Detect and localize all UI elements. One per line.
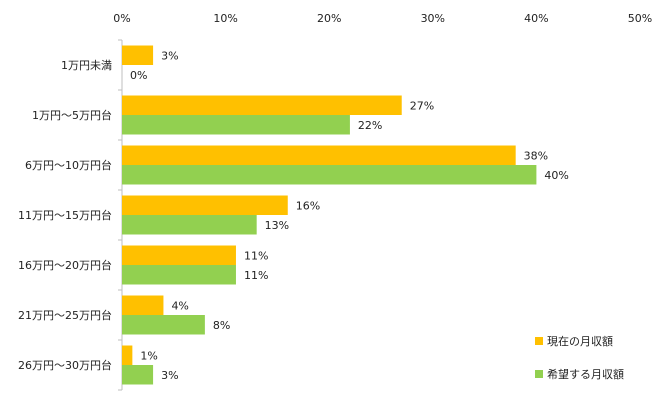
data-label: 13% (265, 219, 289, 232)
category-label: 6万円～10万円台 (25, 158, 112, 172)
data-label: 11% (244, 269, 268, 282)
data-label: 38% (524, 149, 548, 162)
legend-label: 希望する月収額 (547, 367, 624, 381)
bar-desired (122, 365, 154, 385)
bar-desired (122, 165, 537, 185)
data-labels: 3% 0% 27% 22% 38% 40% 16% 13% 11% 11% 4% 8% 1% 3% (130, 49, 569, 382)
bar-desired (122, 265, 236, 285)
x-tick-label: 30% (421, 12, 445, 25)
x-axis-tick-labels: 0% 10% 20% 30% 40% 50% (113, 12, 652, 25)
data-label: 8% (213, 319, 230, 332)
data-label: 22% (358, 119, 382, 132)
data-label: 3% (161, 369, 178, 382)
x-tick-label: 20% (317, 12, 341, 25)
x-tick-label: 0% (113, 12, 130, 25)
category-label: 16万円～20万円台 (18, 258, 112, 272)
bar-current (122, 345, 133, 365)
bar-current (122, 245, 236, 265)
x-tick-label: 10% (213, 12, 237, 25)
category-label: 11万円～15万円台 (18, 208, 112, 222)
bar-current (122, 295, 164, 315)
y-axis-ticks (118, 39, 122, 391)
bar-desired (122, 315, 205, 335)
data-label: 4% (171, 299, 188, 312)
legend-label: 現在の月収額 (547, 335, 613, 348)
bars (122, 45, 537, 385)
legend-swatch (535, 337, 543, 345)
bar-desired (122, 115, 350, 135)
x-tick-label: 50% (628, 12, 652, 25)
data-label: 1% (140, 349, 157, 362)
x-tick-label: 40% (524, 12, 548, 25)
data-label: 11% (244, 249, 268, 262)
bar-current (122, 145, 516, 165)
category-label: 1万円～5万円台 (32, 108, 112, 122)
category-label: 21万円～25万円台 (18, 308, 112, 322)
data-label: 16% (296, 199, 320, 212)
legend-swatch (535, 370, 543, 378)
data-label: 0% (130, 69, 147, 82)
category-label: 26万円～30万円台 (18, 358, 112, 372)
bar-desired (122, 215, 257, 235)
bar-current (122, 45, 154, 65)
data-label: 27% (410, 99, 434, 112)
data-label: 40% (544, 169, 568, 182)
category-labels: 1万円未満 1万円～5万円台 6万円～10万円台 11万円～15万円台 16万円～20万… (18, 59, 112, 372)
bar-current (122, 95, 402, 115)
bar-current (122, 195, 288, 215)
category-label: 1万円未満 (61, 59, 112, 72)
data-label: 3% (161, 49, 178, 62)
